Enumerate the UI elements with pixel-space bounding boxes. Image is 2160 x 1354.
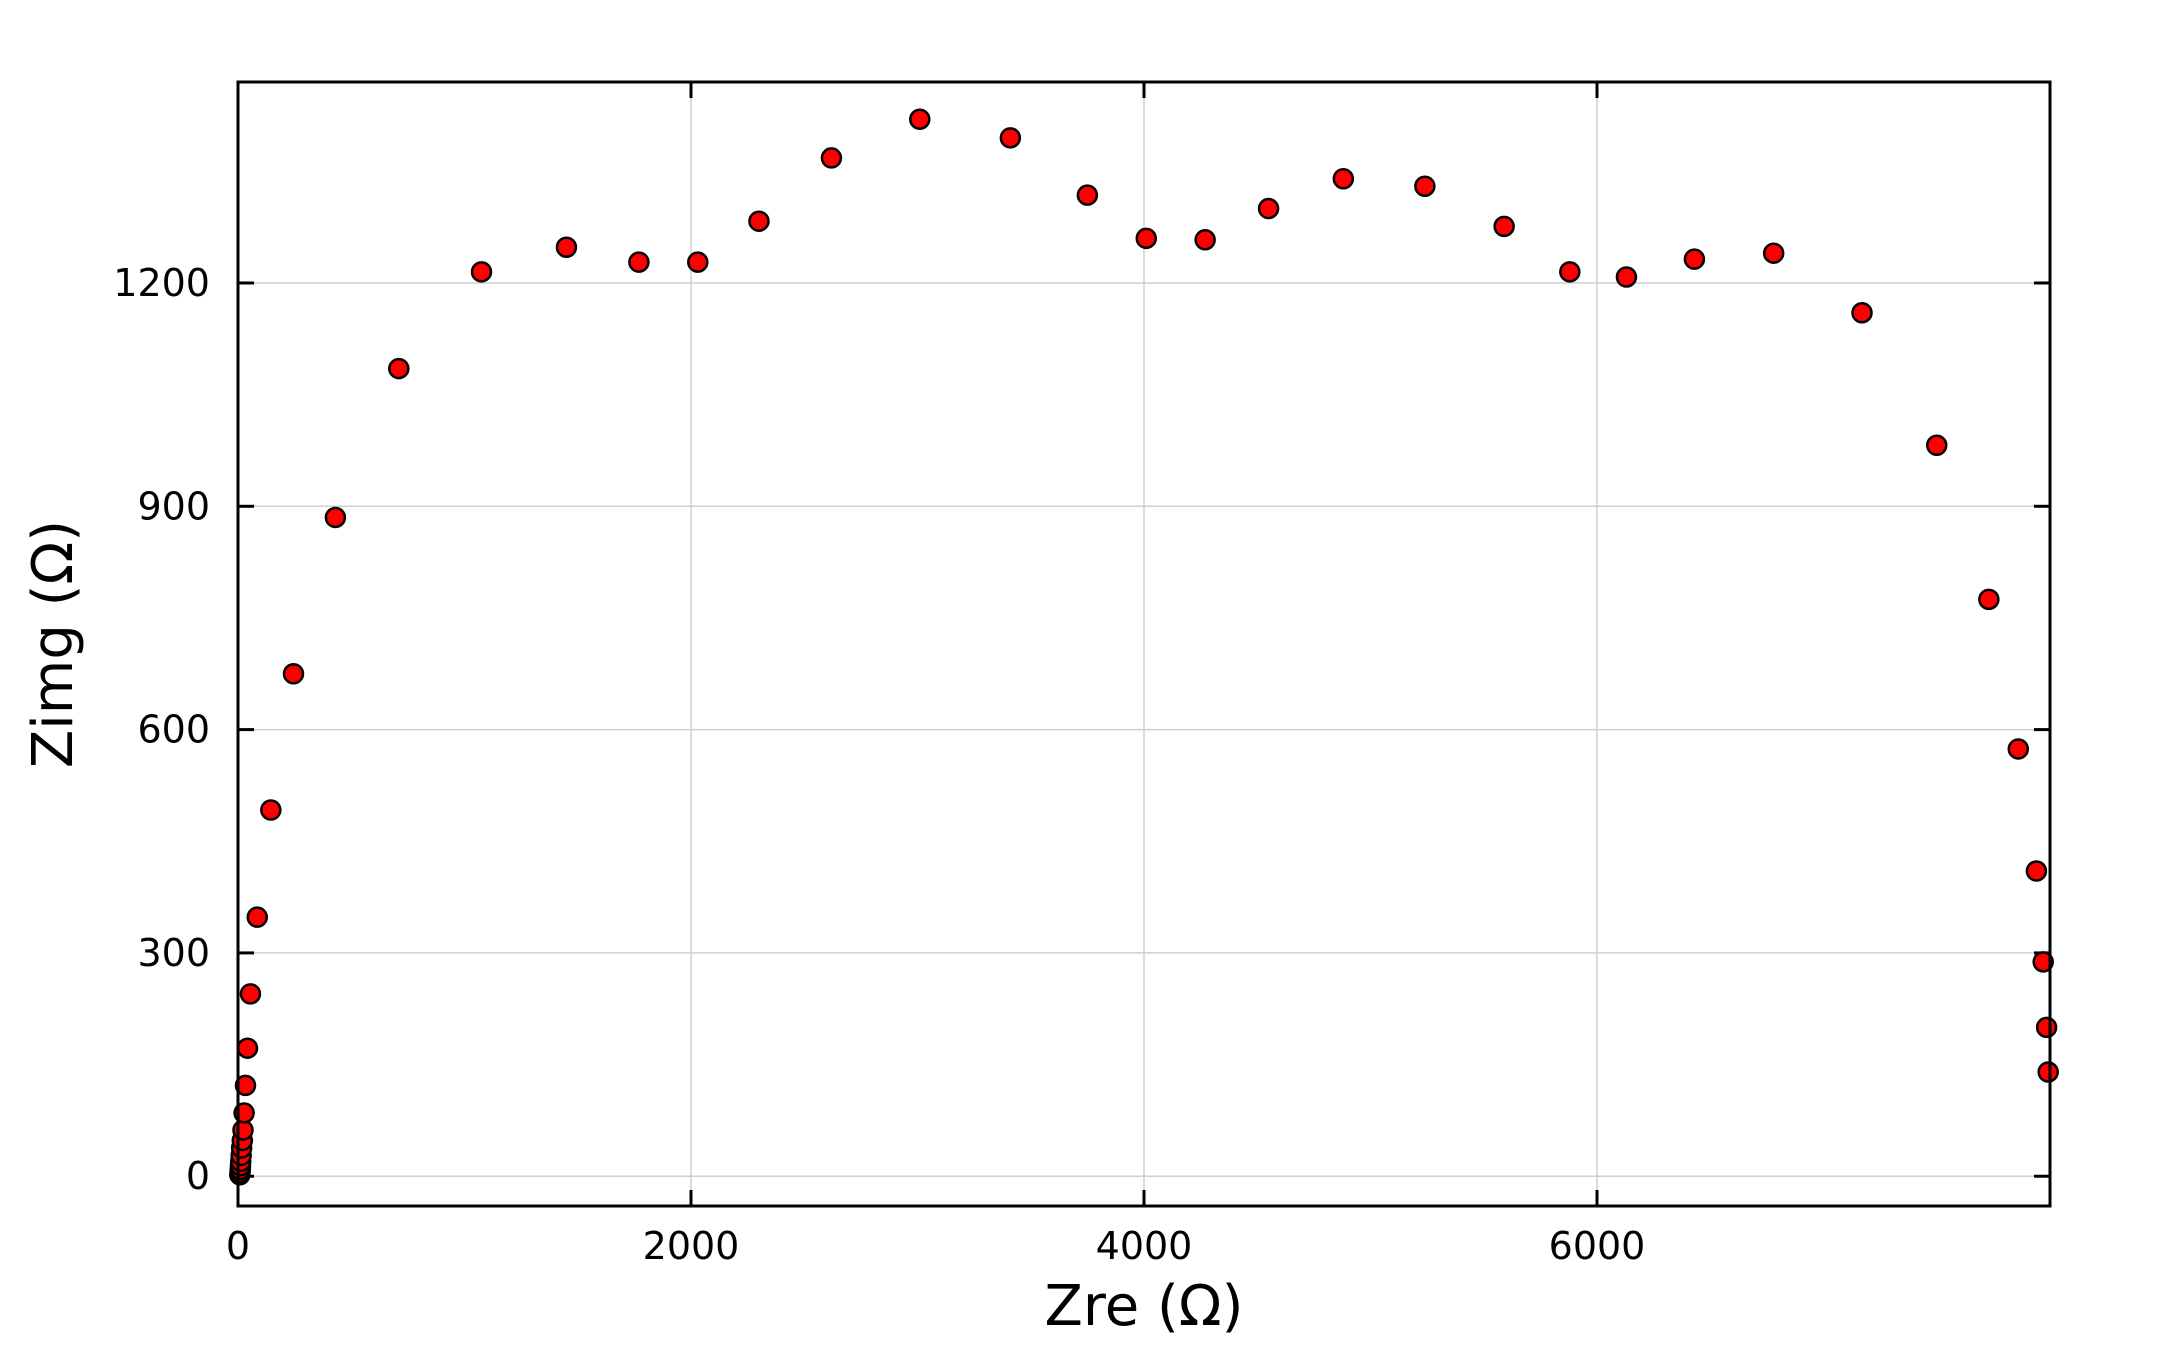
data-point [2037,1061,2059,1083]
data-point [2007,738,2030,760]
data-point [2032,951,2054,973]
data-point [687,251,709,273]
data-point [628,251,650,273]
data-point [999,127,1022,149]
x-tick-label: 0 [226,1224,250,1268]
y-tick-label: 0 [186,1154,210,1198]
data-point [470,261,493,283]
y-tick-label: 1200 [113,261,210,305]
data-point [555,236,578,259]
y-axis-title: Zimg (Ω) [21,520,86,768]
x-tick-label: 4000 [1096,1224,1193,1268]
data-point [1257,197,1280,220]
data-point [324,506,347,529]
data-point [1851,302,1873,324]
x-tick-label: 2000 [643,1224,740,1268]
data-point [1414,175,1436,197]
data-point [260,799,282,821]
data-point [1332,168,1355,190]
data-point [246,906,269,928]
y-tick-label: 900 [137,484,210,528]
data-point [2025,860,2048,882]
data-point [236,1037,259,1059]
data-point [1683,248,1706,270]
data-point [388,357,410,380]
data-point [1978,588,2000,611]
data-points [229,108,2059,1186]
data-point [2035,1016,2058,1039]
data-point [820,147,843,169]
data-point [239,983,262,1005]
data-point [1762,242,1785,264]
data-point [234,1074,257,1097]
tick-labels: 0 2000 4000 6000 0 300 600 900 1200 [113,261,1645,1268]
data-point [1135,227,1158,250]
data-point [1076,184,1099,206]
y-tick-label: 600 [137,708,210,752]
data-point [909,108,931,130]
plot-frame [236,80,2052,1208]
data-point [1926,434,1948,457]
data-point [1615,266,1638,288]
data-point [748,210,770,232]
data-point [1559,261,1581,283]
y-tick-label: 300 [137,931,210,975]
data-point [1493,215,1515,238]
data-point [282,663,305,685]
x-axis-title: Zre (Ω) [1045,1274,1244,1339]
data-point [1194,229,1216,251]
x-tick-label: 6000 [1549,1224,1646,1268]
